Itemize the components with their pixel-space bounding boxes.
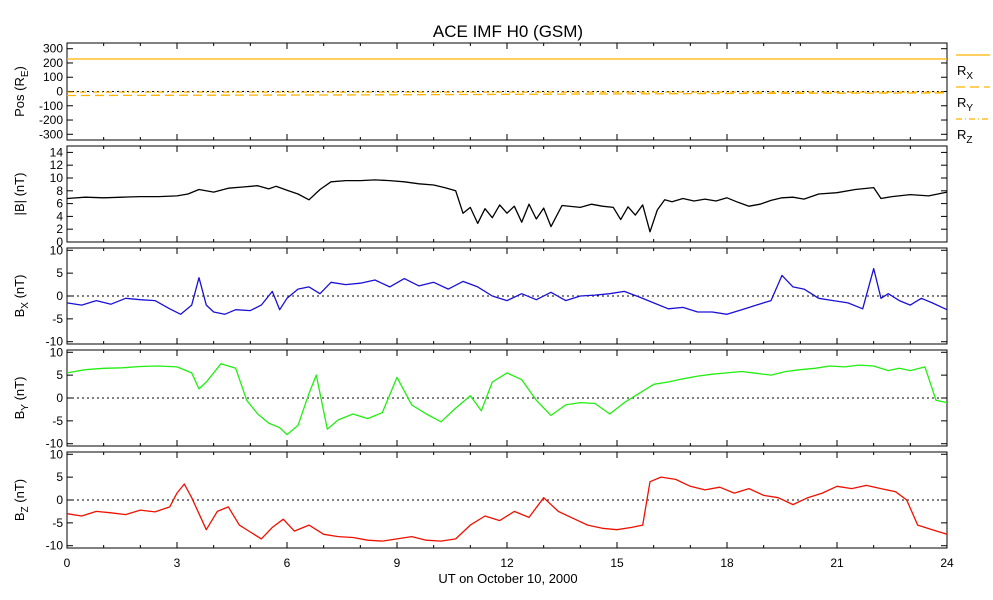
y-tick-label: 0 [56,289,63,303]
y-tick-label: 10 [50,243,64,257]
legend: RX RY RZ [956,54,990,146]
panel-frame [66,145,948,243]
y-tick-label: 4 [56,209,63,223]
panel-4: 10 5 0 -5 -10 BY (nT) [12,345,948,451]
y-tick-label: 0 [56,85,63,99]
panel-5: 10 5 0 -5 -10 BZ (nT) [12,447,948,553]
y-tick-label: -5 [52,312,63,326]
y-tick-label: -100 [39,99,63,113]
y-tick-label: 2 [56,222,63,236]
y-tick-label: 300 [43,42,63,56]
x-tick-label: 24 [940,556,954,570]
chart-title: ACE IMF H0 (GSM) [433,22,583,41]
y-tick-label: 100 [43,70,63,84]
y-tick-label: 14 [50,145,64,159]
y-axis-label: BY (nT) [12,377,31,420]
y-tick-label: -10 [46,437,64,451]
y-tick-label: -10 [46,335,64,349]
y-tick-label: -200 [39,113,63,127]
y-axis-label: BX (nT) [12,275,31,318]
y-tick-label: 0 [56,391,63,405]
panel-3: 10 5 0 -5 -10 BX (nT) [12,243,948,349]
y-tick-label: 8 [56,184,63,198]
panel-1-series-2-line [66,92,948,97]
x-axis-label: UT on October 10, 2000 [438,571,577,586]
y-tick-label: 5 [56,368,63,382]
legend-label: RY [957,95,973,114]
y-tick-label: -10 [46,539,64,553]
legend-label: RZ [957,127,973,146]
y-tick-label: 0 [56,235,63,249]
y-axis-label: Pos (RE) [12,66,31,117]
y-tick-label: 200 [43,56,63,70]
x-tick-label: 12 [500,556,514,570]
panel-4-series-1-line [66,363,948,436]
y-tick-label: 10 [50,171,64,185]
y-axis-label: BZ (nT) [12,479,31,521]
y-tick-label: 5 [56,470,63,484]
panel-5-series-1-line [66,476,948,542]
y-tick-label: 5 [56,266,63,280]
x-tick-label: 3 [174,556,181,570]
panel-2-series-1-line [66,179,948,233]
x-tick-label: 21 [830,556,844,570]
y-axis-label: |B| (nT) [12,173,27,216]
x-tick-label: 18 [720,556,734,570]
y-tick-label: 10 [50,447,64,461]
x-tick-label: 6 [284,556,291,570]
panel-3-series-1-line [66,267,948,315]
x-tick-label: 15 [610,556,624,570]
y-tick-label: 6 [56,197,63,211]
legend-label: RX [957,63,973,82]
y-tick-label: 0 [56,493,63,507]
y-tick-label: 12 [50,158,64,172]
x-tick-label: 9 [394,556,401,570]
y-tick-label: -5 [52,414,63,428]
y-tick-label: -300 [39,127,63,141]
y-tick-label: 10 [50,345,64,359]
y-tick-label: -5 [52,516,63,530]
x-tick-label: 0 [64,556,71,570]
